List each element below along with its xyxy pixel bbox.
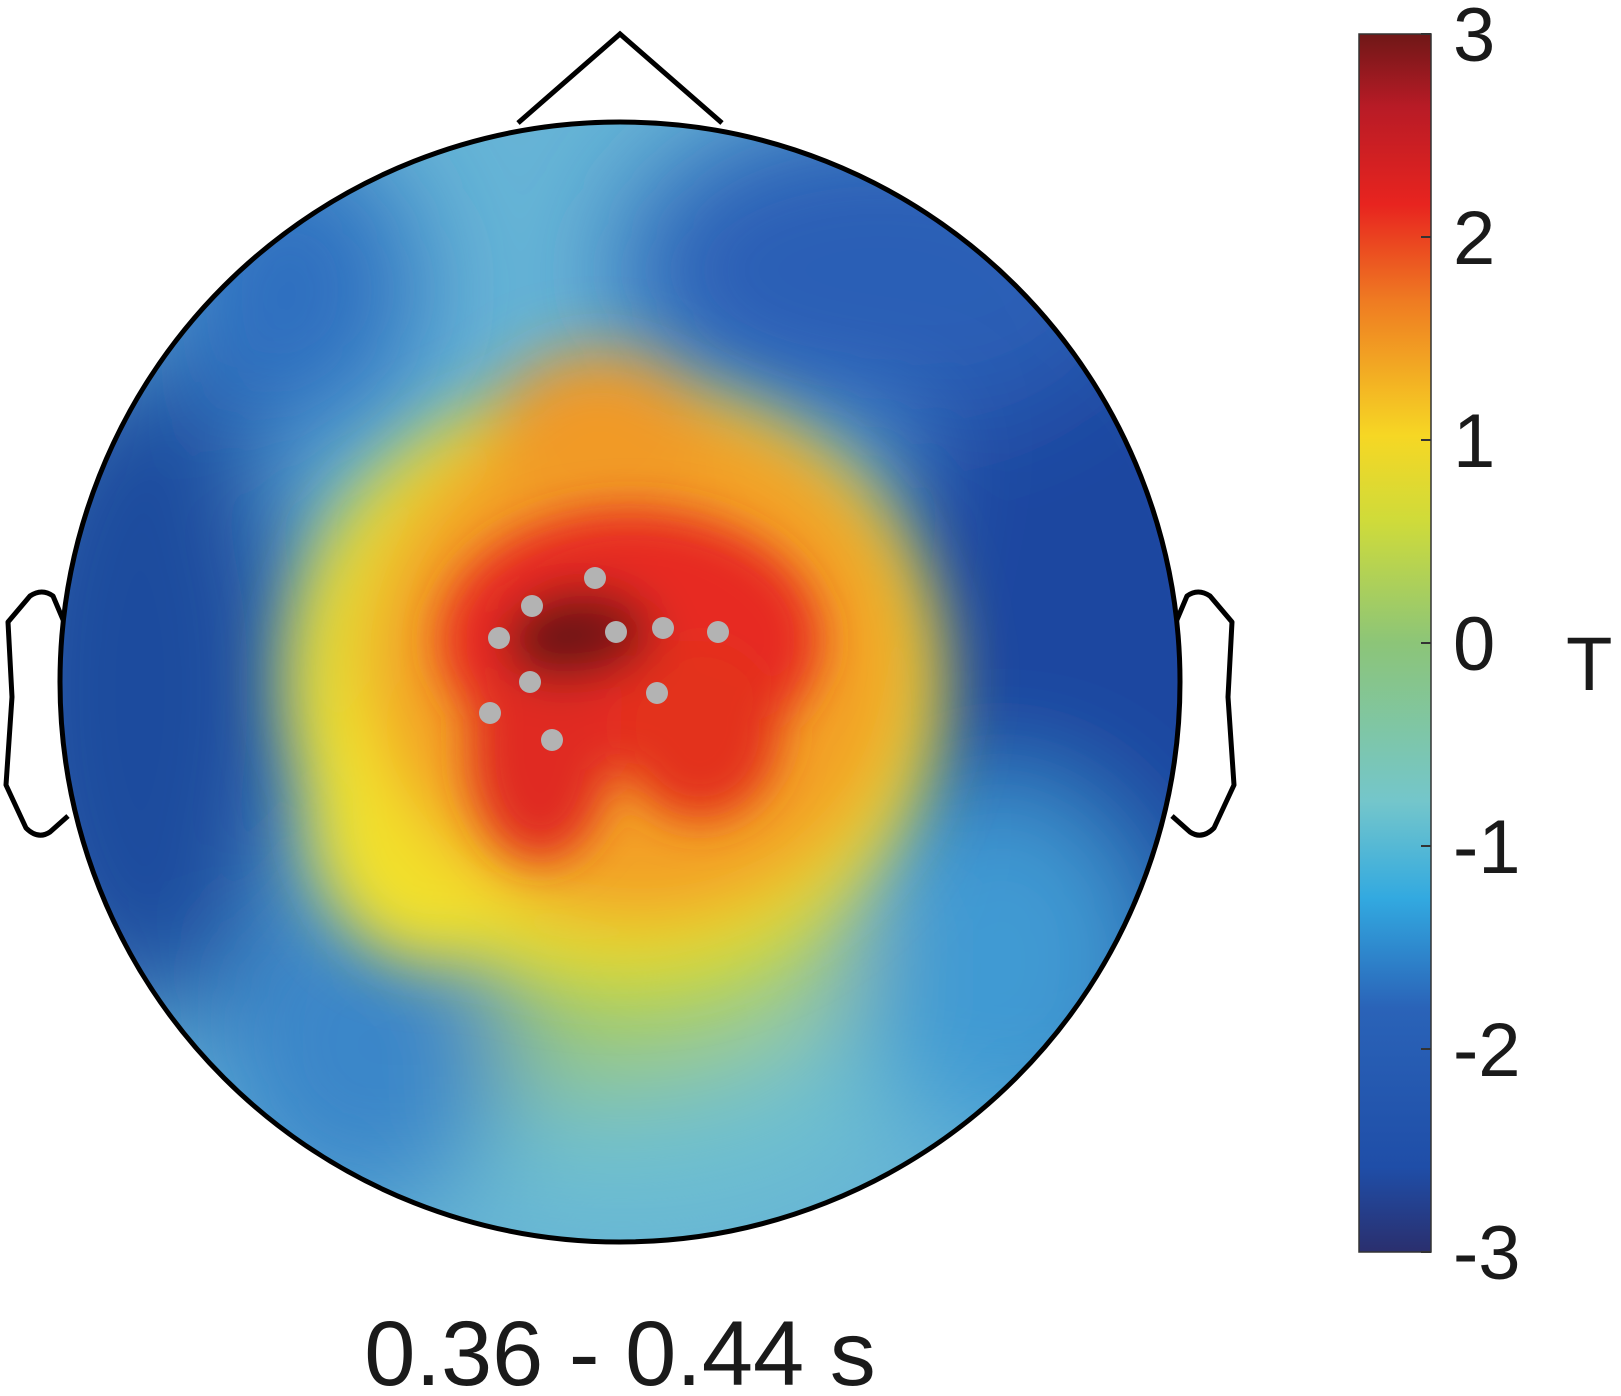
nose-outline [516,30,724,125]
colorbar: 3 2 1 0 -1 -2 -3 T [1358,0,1612,1296]
sensor-marker [541,729,563,751]
topography-field [60,122,1180,1242]
colorbar-gradient [1358,33,1432,1253]
sensor-marker [584,567,606,589]
sensor-marker [652,617,674,639]
colorbar-tick-label: 1 [1453,399,1495,484]
colorbar-tick-label: 3 [1453,0,1495,78]
highlighted-sensors [479,567,729,751]
time-window-label: 0.36 - 0.44 s [364,1303,875,1396]
left-ear-outline [3,589,70,838]
colorbar-tick-label: 0 [1453,602,1495,687]
colorbar-ticks: 3 2 1 0 -1 -2 -3 [1421,0,1521,1296]
colorbar-tick-label: -1 [1453,805,1521,890]
sensor-marker [479,702,501,724]
sensor-marker [488,627,510,649]
sensor-marker [521,595,543,617]
sensor-marker [707,621,729,643]
head-outline [57,119,1183,1245]
right-ear-outline [1170,589,1237,838]
sensor-marker [646,682,668,704]
colorbar-tick-label: 2 [1453,196,1495,281]
colorbar-tick-label: -2 [1453,1008,1521,1093]
sensor-marker [519,671,541,693]
colorbar-label: T [1566,622,1612,707]
colorbar-tick-label: -3 [1453,1211,1521,1296]
sensor-marker [605,621,627,643]
